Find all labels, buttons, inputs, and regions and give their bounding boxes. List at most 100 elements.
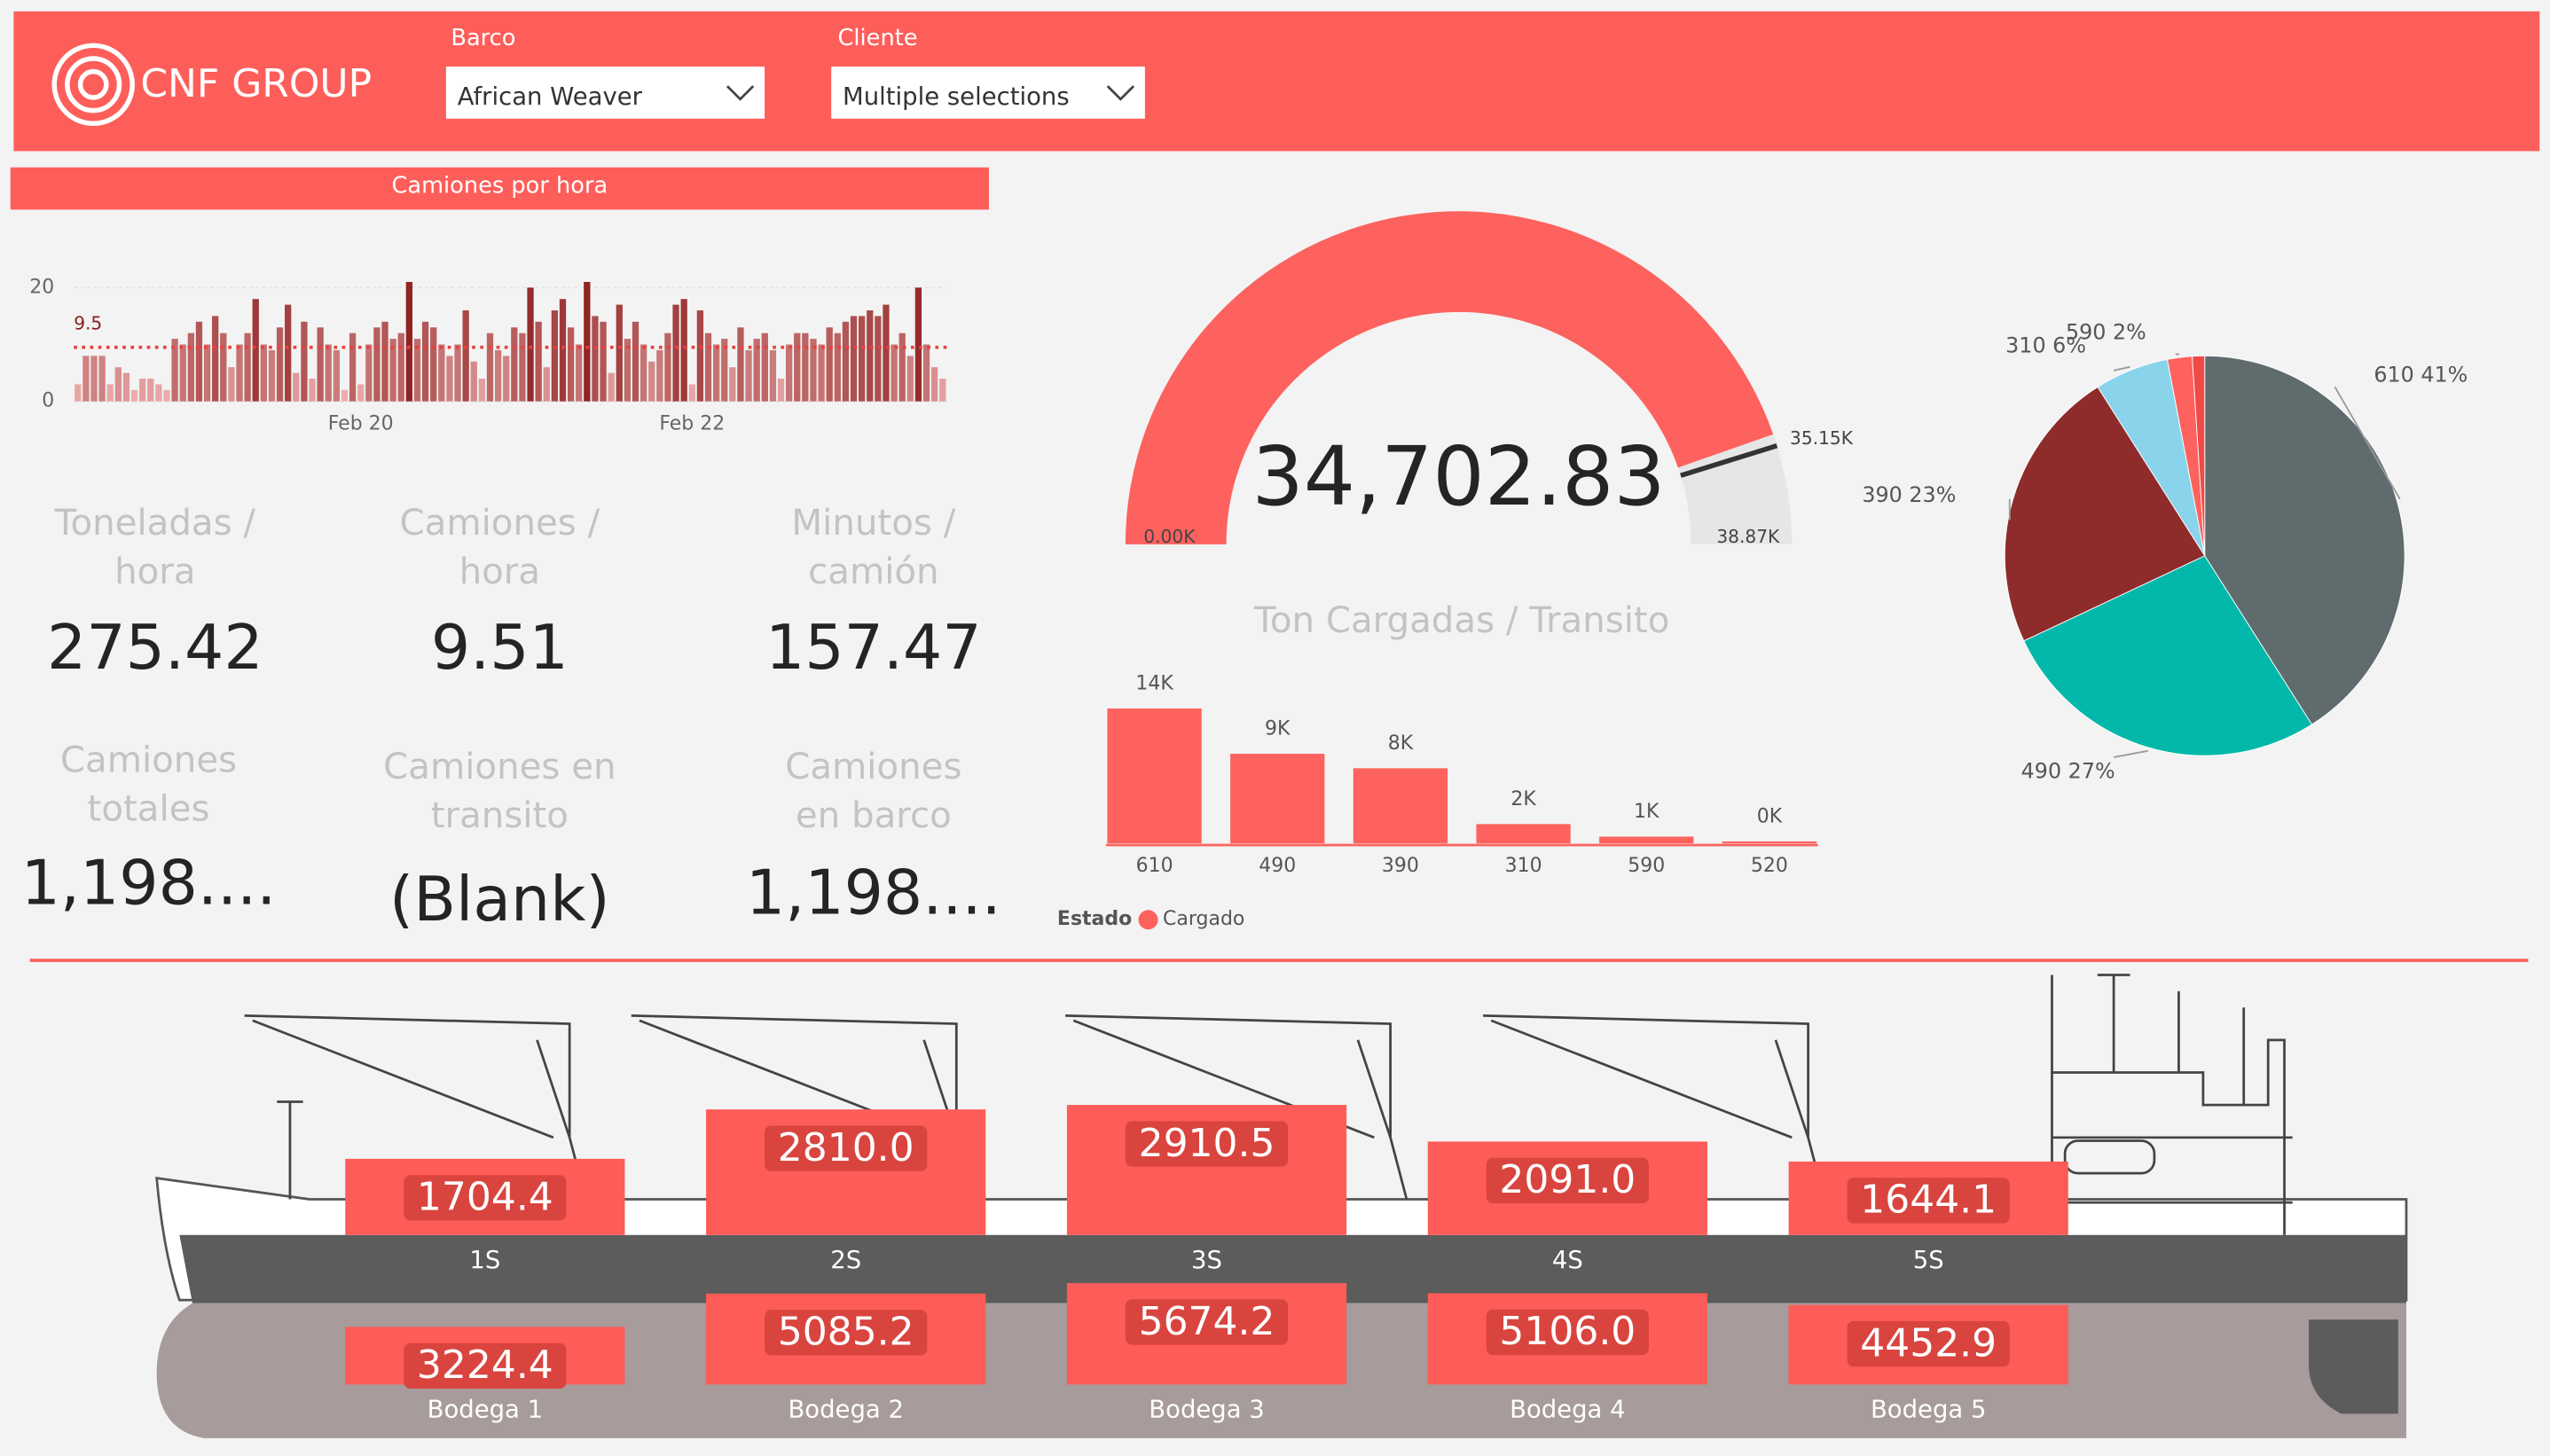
hold-name: Bodega 2 — [788, 1396, 903, 1424]
pie-slice — [2004, 386, 2206, 642]
bar — [470, 361, 477, 402]
bar — [527, 287, 534, 402]
bar — [1230, 754, 1325, 844]
bar — [478, 378, 486, 402]
pie-slice — [2192, 355, 2206, 556]
filter-label: Cliente — [838, 25, 918, 51]
bar — [405, 281, 413, 402]
pie-label-category: 310 — [2005, 333, 2045, 357]
leader-line — [2113, 749, 2149, 758]
bar — [373, 327, 381, 402]
bar — [268, 349, 276, 402]
bar — [826, 327, 833, 402]
pie-label: 490 27% — [2021, 758, 2115, 783]
bar — [421, 321, 429, 402]
chevron[interactable] — [726, 85, 755, 101]
pie-label: 590 2% — [2066, 319, 2146, 344]
kpi-label: camión — [808, 551, 939, 592]
bar — [769, 349, 777, 402]
data-label: 1K — [1634, 801, 1659, 823]
bar — [285, 304, 292, 402]
bar — [1476, 824, 1571, 844]
value-badge — [404, 1342, 567, 1389]
bar — [301, 321, 308, 402]
dropdown-value[interactable]: African Weaver — [458, 82, 643, 111]
hold-name: 2S — [830, 1246, 861, 1274]
data-label: 9K — [1265, 718, 1291, 740]
bar — [357, 384, 365, 402]
bar — [1107, 708, 1202, 844]
kpi-label: en barco — [796, 795, 952, 836]
leader-line — [2334, 386, 2401, 500]
bar — [543, 367, 550, 402]
bar — [413, 339, 421, 402]
hold-value: 2910.5 — [1139, 1121, 1275, 1166]
bar — [220, 333, 227, 402]
bar — [600, 321, 607, 402]
bar — [551, 310, 559, 402]
data-label: 8K — [1388, 732, 1414, 755]
bar — [696, 310, 704, 402]
pie-label-value: 6% — [2052, 333, 2086, 357]
bar — [519, 333, 526, 402]
bar — [1599, 836, 1694, 844]
panel-header — [10, 167, 989, 210]
bar — [122, 372, 130, 402]
bar — [75, 384, 82, 402]
pie-label-value: 41% — [2421, 362, 2468, 387]
bar — [584, 281, 591, 402]
bar — [171, 339, 178, 402]
value-badge — [765, 1125, 928, 1171]
bar — [567, 327, 575, 402]
hold-value: 5085.2 — [778, 1310, 914, 1355]
kpi-label: hora — [459, 551, 540, 592]
bar — [875, 316, 882, 402]
gauge-target-label: 35.15K — [1790, 427, 1854, 449]
dropdown[interactable] — [831, 67, 1145, 119]
bar — [397, 333, 404, 402]
hold-name: 1S — [469, 1246, 500, 1274]
legend-swatch — [1138, 910, 1158, 930]
bar — [163, 389, 170, 402]
bar — [293, 372, 300, 402]
x-tick-label: 490 — [1259, 855, 1296, 877]
bar — [745, 349, 752, 402]
value-badge — [1125, 1299, 1289, 1345]
pie-label-value: 23% — [1909, 481, 1956, 506]
bar — [236, 344, 243, 402]
bar — [818, 344, 825, 402]
bar — [712, 344, 720, 402]
kpi-value: 1,198.... — [21, 848, 277, 920]
value-badge — [1847, 1320, 2010, 1367]
panel-title: Camiones por hora — [391, 173, 608, 200]
hold-value: 2091.0 — [1499, 1157, 1636, 1202]
hold-value: 4452.9 — [1860, 1320, 1997, 1366]
x-tick-label: 310 — [1505, 855, 1542, 877]
pie-slice — [2023, 555, 2313, 756]
x-tick-label: Feb 22 — [659, 412, 725, 434]
bar — [842, 321, 850, 402]
y-tick-label: 20 — [29, 276, 54, 298]
hold-name: Bodega 3 — [1149, 1396, 1264, 1424]
value-badge — [765, 1310, 928, 1356]
pie-label-value: 2% — [2113, 319, 2146, 344]
dropdown-value[interactable]: Multiple selections — [843, 82, 1070, 111]
logo-text: CNF GROUP — [140, 61, 372, 106]
kpi-label: Toneladas / — [54, 502, 256, 544]
bar — [753, 339, 760, 402]
bar — [341, 389, 349, 402]
x-tick-label: 590 — [1628, 855, 1665, 877]
bar — [130, 389, 138, 402]
y-tick-label: 0 — [42, 390, 54, 412]
bar — [494, 349, 502, 402]
dropdown[interactable] — [445, 67, 765, 119]
bar — [430, 327, 437, 402]
gauge-title: Ton Cargadas / Transito — [1253, 599, 1669, 641]
bar — [737, 327, 744, 402]
bar — [891, 344, 898, 402]
kpi-label: totales — [88, 787, 210, 829]
bar — [179, 344, 186, 402]
chevron[interactable] — [1106, 85, 1135, 101]
bar — [503, 356, 510, 402]
bar — [106, 384, 114, 402]
